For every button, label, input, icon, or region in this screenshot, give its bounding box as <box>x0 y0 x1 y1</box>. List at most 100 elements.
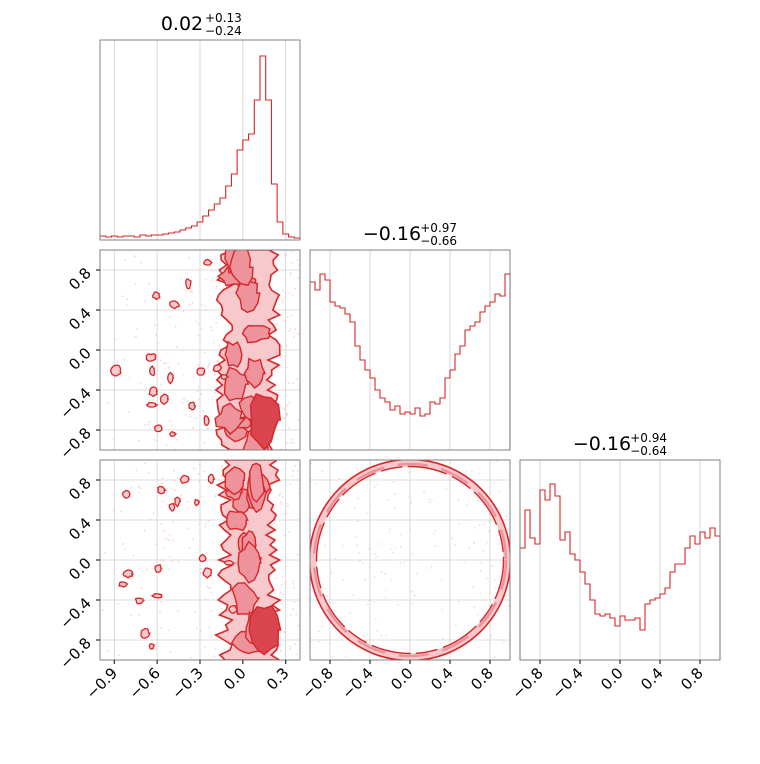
contour-2-0-ytick-label-4: 0.8 <box>65 474 95 504</box>
contour-2-0-sample-point <box>180 494 183 497</box>
contour-2-0-sample-point <box>120 510 122 513</box>
contour-1-0-sample-point <box>204 278 207 281</box>
contour-2-1-sample-point <box>368 566 371 569</box>
contour-1-0-sample-point <box>176 346 178 348</box>
hist-2-xtick-label-1: −0.4 <box>548 664 586 702</box>
contour-1-0-contour-island <box>159 393 170 405</box>
contour-2-0-sample-point <box>200 567 203 570</box>
contour-2-0-sample-point <box>280 503 283 505</box>
contour-2-0-sample-point <box>161 482 164 485</box>
contour-1-0-sample-point <box>294 287 296 290</box>
contour-1-0-sample-point <box>188 257 191 259</box>
contour-2-0-sample-point <box>221 607 224 610</box>
contour-2-0-sample-point <box>155 543 157 546</box>
contour-2-0-xtick-label-3: 0.0 <box>220 664 250 694</box>
contour-2-1-sample-point <box>393 506 396 509</box>
contour-1-0-sample-point <box>189 415 192 418</box>
contour-1-0-sample-point <box>286 316 289 319</box>
hist-1-title-value: −0.16 <box>363 223 421 245</box>
contour-2-1-sample-point <box>338 477 341 480</box>
contour-2-1-sample-point <box>407 471 410 474</box>
contour-2-1-sample-point <box>389 528 391 530</box>
contour-1-0-sample-point <box>123 259 126 261</box>
contour-2-1-sample-point <box>466 504 469 507</box>
contour-1-0-sample-point <box>127 410 130 413</box>
contour-2-1-sample-point <box>423 491 425 493</box>
contour-2-0-sample-point <box>293 601 296 604</box>
contour-2-1-sample-point <box>321 470 324 473</box>
contour-1-0-sample-point <box>283 417 286 420</box>
contour-2-0-sample-point <box>275 576 278 579</box>
contour-2-0-sample-point <box>130 486 133 489</box>
contour-2-1-sample-point <box>366 512 369 514</box>
contour-1-0-sample-point <box>210 280 213 282</box>
contour-1-0-sample-point <box>288 401 291 404</box>
contour-2-0-contour-level-2 <box>248 462 265 503</box>
contour-1-0-sample-point <box>134 335 137 338</box>
contour-1-0-sample-point <box>296 259 299 262</box>
contour-2-1-sample-point <box>341 544 344 547</box>
contour-2-1-sample-point <box>489 634 492 637</box>
contour-2-0-sample-point <box>280 602 283 605</box>
contour-1-0-contours <box>107 250 300 450</box>
contour-1-0-sample-point <box>287 404 289 406</box>
contour-2-0-sample-point <box>284 635 287 638</box>
contour-2-1-sample-point <box>434 529 437 532</box>
contour-1-0-sample-point <box>293 336 296 338</box>
contour-2-0-contour-island <box>122 569 134 579</box>
contour-2-0-sample-point <box>279 591 282 594</box>
contour-2-0-sample-point <box>121 543 124 545</box>
contour-2-0-contour-island <box>202 567 212 579</box>
contour-1-0-contour-level-2 <box>235 276 261 314</box>
contour-2-1-sample-point <box>380 634 383 637</box>
contour-1-0-sample-point <box>210 329 213 332</box>
contour-2-0-sample-point <box>208 626 211 629</box>
contour-1-0-sample-point <box>292 382 294 384</box>
contour-2-0-sample-point <box>297 624 299 627</box>
contour-1-0-sample-point <box>289 271 292 274</box>
contour-2-0-contour-island <box>207 473 216 485</box>
contour-2-1-sample-point <box>493 482 496 485</box>
contour-2-1-sample-point <box>315 482 318 485</box>
contour-1-0-sample-point <box>163 362 165 365</box>
contour-2-0-contour-island <box>157 485 168 495</box>
contour-2-1-sample-point <box>447 479 450 482</box>
contour-1-0-contour-island <box>148 386 158 398</box>
hist-0-title-value: 0.02 <box>161 13 203 35</box>
hist-1-histogram-step <box>309 273 511 450</box>
contour-2-0-sample-point <box>293 586 295 589</box>
contour-1-0-ytick-label-0: −0.8 <box>56 424 94 462</box>
contour-2-1-sample-point <box>324 587 327 590</box>
contour-2-0-sample-point <box>280 644 283 646</box>
contour-2-0-sample-point <box>283 631 286 634</box>
contour-1-0-sample-point <box>203 442 206 445</box>
contour-2-1-sample-point <box>484 599 487 602</box>
contour-2-0-sample-point <box>160 559 162 561</box>
hist-2-xtick-label-3: 0.4 <box>637 664 667 694</box>
contour-2-1-sample-point <box>487 530 490 532</box>
contour-2-0-sample-point <box>214 647 217 650</box>
contour-2-0-sample-point <box>139 604 142 606</box>
contour-2-0-sample-point <box>162 559 165 562</box>
contour-2-0-sample-point <box>167 629 170 632</box>
contour-2-1-xtick-label-1: −0.4 <box>338 664 376 702</box>
contour-1-0-sample-point <box>134 283 137 285</box>
contour-2-1-sample-point <box>384 596 387 599</box>
contour-2-0-sample-point <box>206 585 209 588</box>
contour-1-0-sample-point <box>281 289 284 292</box>
contour-1-0-sample-point <box>114 338 116 341</box>
contour-2-0-sample-point <box>290 614 293 617</box>
contour-2-1-sample-point <box>440 472 442 475</box>
hist-2-xtick-label-2: 0.0 <box>597 664 627 694</box>
contour-2-1-sample-point <box>331 601 334 604</box>
contour-2-1-sample-point <box>374 617 377 620</box>
contour-1-0-sample-point <box>169 420 172 422</box>
contour-2-1-sample-point <box>400 533 403 536</box>
contour-1-0-sample-point <box>218 345 220 347</box>
contour-2-0-contour-island <box>228 604 239 615</box>
contour-1-0-sample-point <box>112 438 115 441</box>
hist-2-xtick-label-4: 0.8 <box>677 664 707 694</box>
contour-2-1-sample-point <box>356 497 359 500</box>
contour-2-1-sample-point <box>457 601 460 603</box>
contour-1-0-sample-point <box>156 342 159 345</box>
